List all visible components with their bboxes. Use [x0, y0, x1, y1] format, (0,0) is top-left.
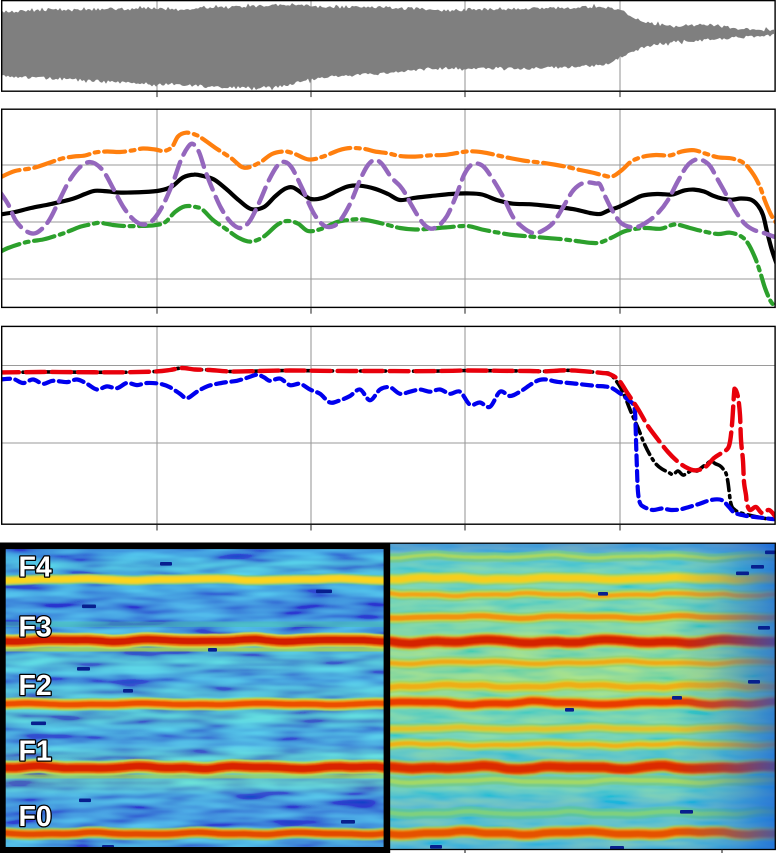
svg-text:F0: F0	[19, 801, 52, 833]
svg-text:F4: F4	[19, 552, 52, 584]
svg-text:F1: F1	[19, 736, 52, 768]
svg-text:F2: F2	[19, 670, 52, 702]
svg-text:F3: F3	[19, 612, 52, 644]
